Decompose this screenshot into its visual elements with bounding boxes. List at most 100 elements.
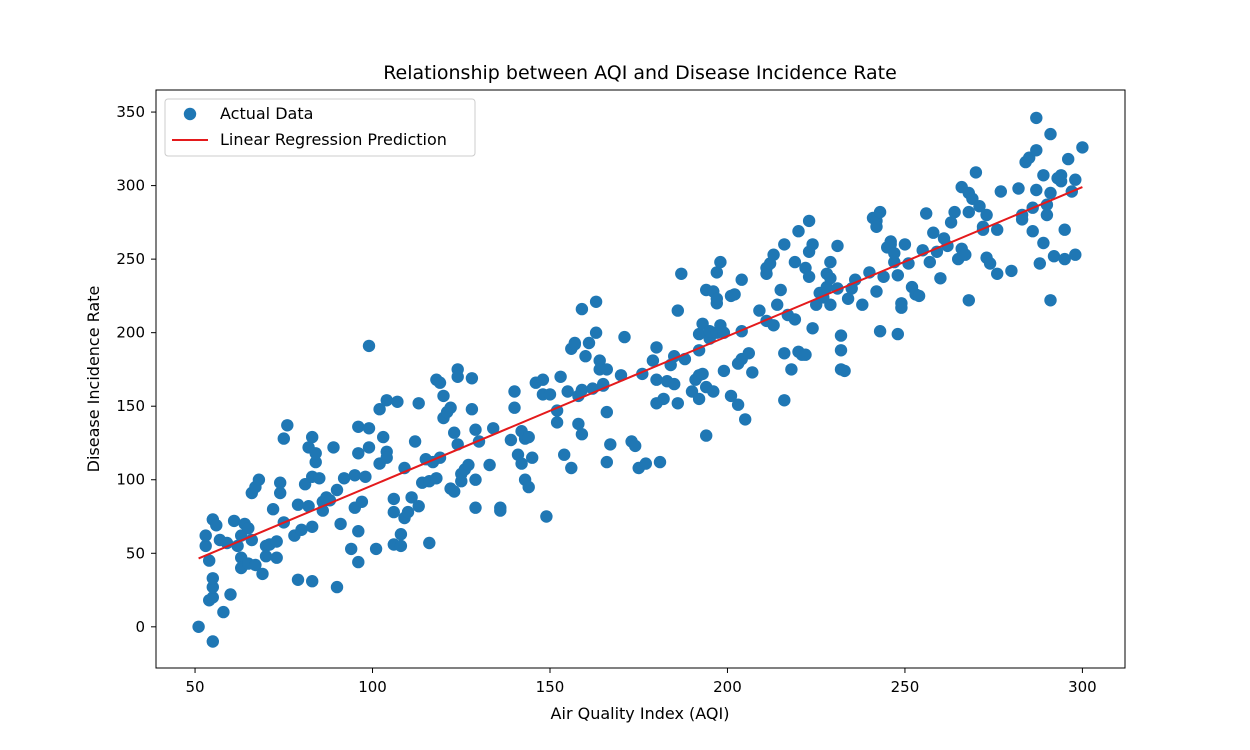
scatter-point — [870, 220, 883, 233]
scatter-point — [550, 416, 564, 429]
scatter-point — [345, 542, 358, 556]
scatter-point — [589, 326, 603, 339]
scatter-point — [1044, 127, 1057, 141]
y-tick-label: 50 — [126, 544, 145, 562]
scatter-point — [526, 451, 539, 464]
scatter-point — [788, 313, 802, 326]
scatter-point — [639, 457, 652, 470]
scatter-point — [920, 207, 933, 220]
scatter-point — [330, 483, 344, 497]
scatter-point — [873, 205, 887, 219]
x-tick-label: 50 — [185, 678, 204, 696]
scatter-point — [994, 185, 1007, 198]
scatter-point — [281, 419, 294, 432]
scatter-point — [973, 200, 986, 213]
scatter-point — [1058, 252, 1071, 266]
scatter-point — [1040, 208, 1054, 222]
scatter-point — [1044, 294, 1057, 307]
scatter-point — [657, 392, 670, 406]
y-tick-label: 250 — [116, 250, 145, 268]
scatter-point — [448, 426, 461, 439]
y-tick-label: 150 — [116, 397, 145, 415]
scatter-point — [927, 226, 940, 239]
legend-box — [164, 98, 476, 157]
scatter-point — [387, 492, 400, 506]
scatter-point — [824, 272, 837, 285]
scatter-point — [291, 498, 305, 511]
scatter-point — [334, 517, 347, 531]
scatter-point — [778, 394, 791, 407]
y-tick-label: 200 — [116, 324, 145, 342]
scatter-point — [430, 472, 443, 485]
scatter-point — [589, 295, 603, 308]
scatter-point — [1058, 223, 1071, 236]
scatter-point — [870, 285, 883, 298]
scatter-point — [991, 267, 1004, 280]
scatter-point — [710, 292, 723, 305]
scatter-point — [717, 364, 731, 378]
scatter-point — [788, 255, 802, 269]
scatter-point — [561, 385, 574, 398]
scatter-point — [614, 369, 628, 382]
scatter-point — [504, 433, 518, 447]
scatter-point — [348, 469, 361, 482]
scatter-point — [306, 520, 319, 533]
scatter-point — [206, 572, 219, 585]
y-tick-label: 100 — [116, 471, 145, 489]
scatter-point — [959, 248, 972, 261]
scatter-point — [536, 373, 550, 386]
scatter-point — [256, 567, 269, 581]
y-axis-ticks: 0 50 100 150 200 250 300 350 — [116, 103, 156, 636]
scatter-point — [710, 266, 723, 279]
x-tick-label: 100 — [358, 678, 387, 696]
scatter-point — [206, 635, 219, 648]
scatter-point — [653, 455, 667, 469]
scatter-point — [696, 367, 709, 381]
y-tick-label: 350 — [116, 103, 145, 121]
scatter-point — [313, 472, 326, 485]
scatter-point — [707, 385, 720, 398]
scatter-point — [465, 372, 479, 385]
legend-label-actual-data: Actual Data — [220, 104, 313, 123]
scatter-point — [962, 205, 975, 219]
regression-line — [198, 186, 1083, 560]
scatter-point — [1012, 182, 1025, 195]
scatter-point — [508, 385, 521, 398]
scatter-point — [469, 423, 482, 436]
scatter-point — [856, 298, 869, 311]
scatter-point — [912, 289, 926, 303]
scatter-point — [671, 397, 684, 410]
scatter-point — [767, 248, 780, 261]
scatter-point — [675, 267, 688, 280]
scatter-point — [799, 348, 812, 361]
scatter-point — [1005, 264, 1018, 278]
scatter-point — [824, 255, 837, 269]
scatter-point — [394, 539, 408, 553]
scatter-point — [575, 383, 589, 397]
scatter-point — [962, 294, 975, 307]
y-tick-label: 300 — [116, 177, 145, 195]
scatter-point — [433, 376, 447, 389]
scatter-point — [359, 470, 372, 483]
scatter-point — [224, 588, 237, 601]
scatter-point — [274, 476, 287, 489]
scatter-point — [746, 366, 759, 379]
x-tick-label: 300 — [1068, 678, 1097, 696]
scatter-point — [199, 539, 212, 553]
scatter-point — [270, 535, 283, 548]
scatter-point — [802, 270, 816, 283]
scatter-point — [650, 373, 663, 386]
x-tick-label: 200 — [713, 678, 742, 696]
scatter-point — [579, 350, 592, 363]
scatter-point — [948, 205, 961, 219]
scatter-point — [494, 504, 507, 517]
scatter-point — [568, 336, 581, 350]
scatter-point — [444, 401, 457, 414]
scatter-point — [380, 451, 393, 464]
scatter-point — [841, 292, 855, 305]
scatter-point — [355, 495, 369, 508]
scatter-point — [352, 447, 365, 460]
scatter-point — [1037, 236, 1050, 250]
scatter-point — [401, 505, 415, 519]
scatter-point — [806, 322, 819, 335]
